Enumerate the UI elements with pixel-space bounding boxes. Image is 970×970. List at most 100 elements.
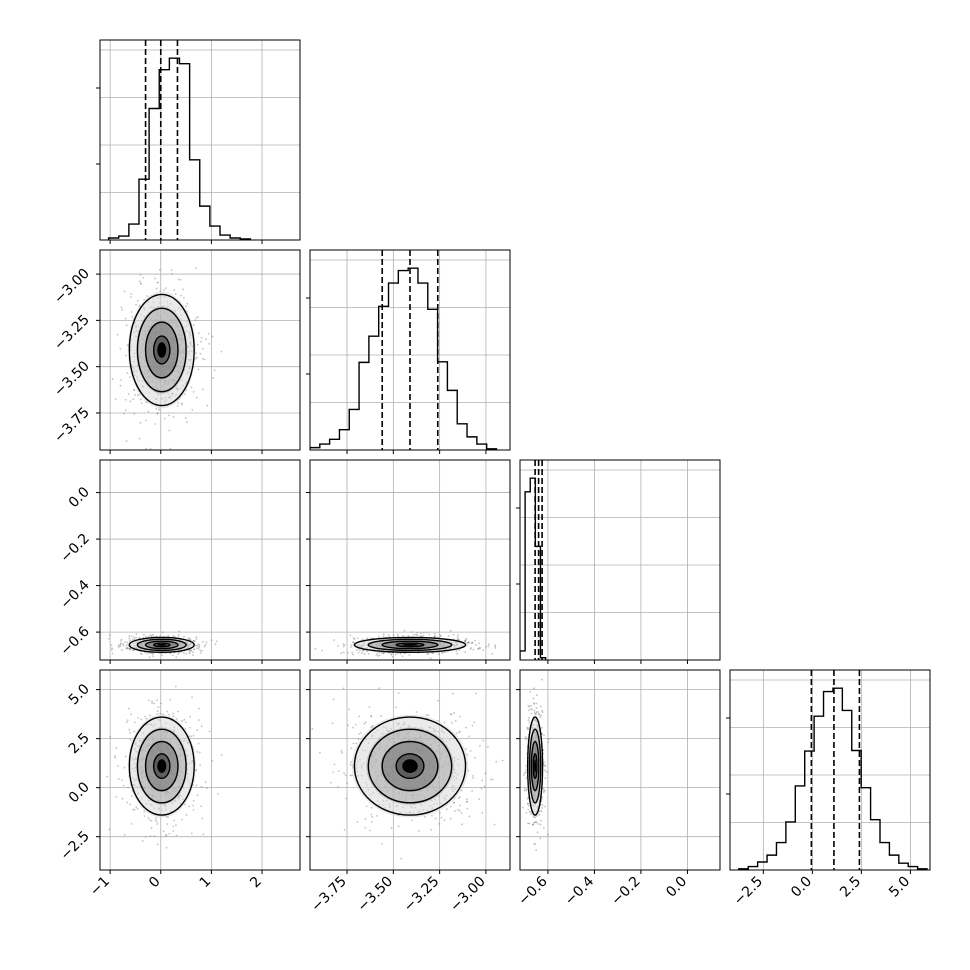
scatter-point [354, 723, 357, 726]
scatter-point [494, 647, 497, 649]
scatter-point [365, 805, 368, 808]
scatter-point [206, 787, 208, 790]
scatter-point [152, 655, 155, 658]
scatter-point [540, 810, 543, 813]
scatter-point [485, 645, 487, 648]
x-tick-label: 0.0 [788, 874, 815, 901]
scatter-point [390, 653, 393, 656]
scatter-point [175, 656, 178, 659]
scatter-point [367, 652, 370, 655]
scatter-point [204, 781, 207, 784]
scatter-point [165, 846, 168, 849]
scatter-point [418, 830, 420, 832]
scatter-point [206, 404, 209, 407]
scatter-point [127, 393, 130, 395]
scatter-point [185, 652, 188, 655]
scatter-point [195, 647, 198, 650]
scatter-point [186, 302, 189, 305]
scatter-point [115, 796, 118, 798]
scatter-point [158, 269, 161, 271]
scatter-point [333, 639, 336, 641]
scatter-point [119, 642, 122, 645]
scatter-point [208, 730, 211, 733]
scatter-point [168, 713, 171, 716]
contour-line [144, 640, 179, 650]
scatter-point [172, 415, 175, 418]
panel-2-1 [306, 459, 511, 664]
scatter-point [139, 280, 141, 283]
scatter-point [542, 788, 545, 790]
scatter-point [147, 816, 150, 819]
y-tick-label: −2.5 [57, 828, 92, 863]
contour-line [367, 638, 453, 652]
scatter-point [532, 823, 535, 826]
scatter-point [539, 823, 542, 826]
scatter-point [173, 819, 176, 822]
scatter-point [547, 833, 549, 836]
scatter-point [210, 639, 213, 642]
y-tick-label: −3.25 [51, 312, 93, 354]
scatter-point [528, 822, 531, 825]
scatter-point [536, 831, 539, 834]
scatter-point [199, 652, 202, 654]
scatter-point [146, 295, 149, 297]
scatter-point [126, 647, 129, 650]
scatter-point [122, 643, 125, 646]
scatter-point [332, 771, 335, 774]
scatter-point [195, 784, 198, 787]
scatter-point [197, 742, 200, 745]
scatter-point [484, 772, 487, 775]
scatter-point [167, 634, 169, 637]
scatter-point [157, 706, 160, 708]
scatter-point [465, 637, 468, 640]
contour-line [526, 716, 544, 816]
contour-line [532, 753, 538, 780]
scatter-point [535, 711, 538, 713]
scatter-point [133, 636, 136, 639]
scatter-point [129, 648, 131, 651]
scatter-point [177, 634, 180, 637]
scatter-point [196, 751, 199, 753]
scatter-point [333, 763, 336, 766]
scatter-point [172, 830, 175, 832]
scatter-point [189, 639, 192, 641]
scatter-point [154, 819, 157, 822]
scatter-point [408, 654, 411, 656]
scatter-point [482, 739, 485, 742]
scatter-point [432, 652, 435, 655]
panel-3-1: −3.75 −3.50 −3.25 −3.00 [306, 669, 511, 915]
scatter-point [468, 815, 471, 818]
scatter-point [527, 808, 530, 811]
scatter-point [197, 332, 200, 335]
scatter-point [363, 653, 366, 655]
scatter-point [544, 764, 547, 767]
x-tick-label: −1 [87, 874, 113, 900]
scatter-point [392, 634, 395, 637]
scatter-point [382, 652, 385, 655]
scatter-point [358, 715, 360, 718]
scatter-point [453, 801, 456, 804]
scatter-point [145, 447, 147, 450]
scatter-point [471, 642, 473, 644]
scatter-point [192, 390, 195, 393]
scatter-point [370, 813, 373, 816]
scatter-point [449, 817, 452, 820]
scatter-point [181, 818, 183, 821]
scatter-point [530, 712, 533, 715]
scatter-point [541, 804, 544, 806]
scatter-point [399, 652, 402, 655]
scatter-point [331, 722, 334, 725]
scatter-point [471, 641, 474, 644]
scatter-point [144, 635, 147, 638]
scatter-point [124, 755, 127, 758]
scatter-point [144, 835, 147, 838]
scatter-point [156, 699, 159, 702]
scatter-point [168, 832, 171, 835]
scatter-point [187, 637, 190, 640]
scatter-point [195, 267, 198, 270]
scatter-point [544, 777, 547, 779]
scatter-point [136, 394, 139, 397]
scatter-point [445, 808, 448, 811]
scatter-point [192, 654, 194, 657]
scatter-point [430, 814, 433, 817]
